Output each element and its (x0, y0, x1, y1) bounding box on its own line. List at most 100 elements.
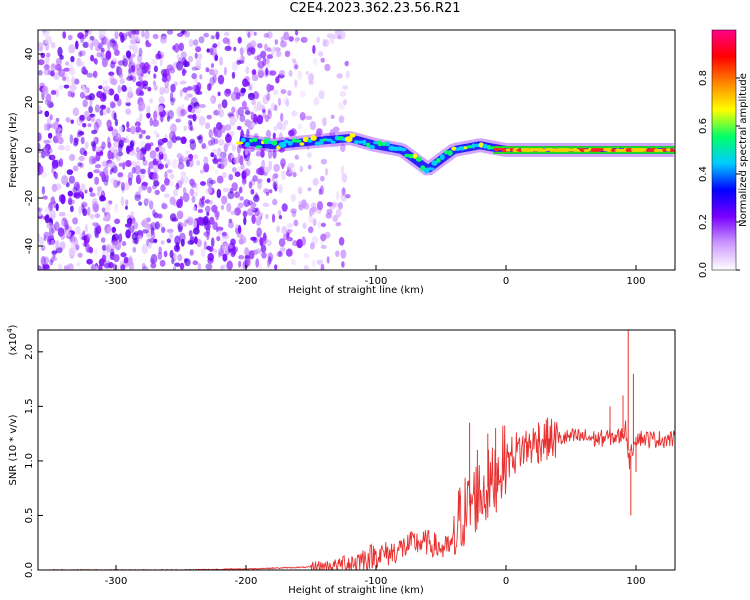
ridge-peak (665, 148, 672, 152)
heatmap-cell (136, 160, 140, 166)
heatmap-cell (342, 85, 349, 90)
heatmap-cell (222, 253, 228, 262)
heatmap-cell (305, 115, 313, 120)
heatmap-cell (290, 208, 297, 214)
heatmap-cell (169, 196, 176, 205)
heatmap-cell (67, 190, 74, 197)
heatmap-cell (79, 50, 86, 57)
heatmap-cell (150, 222, 157, 231)
heatmap-cell (63, 67, 70, 72)
heatmap-cell (152, 80, 157, 87)
heatmap-cell (144, 142, 152, 152)
heatmap-cell (92, 203, 99, 213)
heatmap-cell (176, 61, 184, 71)
heatmap-cell (249, 40, 257, 48)
heatmap-cell (312, 178, 319, 186)
heatmap-cell (78, 131, 85, 136)
heatmap-cell (101, 141, 106, 150)
heatmap-cell (114, 49, 120, 56)
heatmap-cell (72, 236, 77, 242)
heatmap-cell (50, 63, 56, 73)
heatmap-cell (103, 214, 109, 221)
spectrogram-x-ticks: -300 -200 -100 0 100 (105, 265, 646, 287)
heatmap-cell (152, 209, 156, 217)
heatmap-cell (172, 131, 176, 142)
heatmap-cell (161, 226, 166, 233)
heatmap-cell (299, 165, 303, 173)
heatmap-cell (217, 229, 223, 236)
heatmap-cell (312, 57, 318, 66)
heatmap-cell (101, 160, 108, 167)
heatmap-cell (193, 84, 197, 90)
heatmap-cell (146, 105, 151, 114)
heatmap-cell (320, 233, 327, 242)
heatmap-cell (111, 226, 117, 233)
heatmap-cell (144, 198, 150, 204)
heatmap-cell (234, 171, 241, 177)
heatmap-cell (271, 213, 276, 223)
heatmap-cell (338, 101, 346, 111)
heatmap-cell (76, 133, 81, 138)
heatmap-cell (244, 110, 251, 115)
ridge-peak (615, 148, 621, 153)
heatmap-cell (180, 222, 188, 227)
spectrogram-x-label: Height of straight line (km) (288, 285, 424, 296)
heatmap-cell (198, 36, 205, 44)
heatmap-cell (295, 30, 299, 36)
heatmap-cell (233, 46, 237, 52)
heatmap-cell (139, 153, 143, 159)
heatmap-cell (72, 217, 78, 225)
heatmap-cell (344, 194, 351, 199)
heatmap-cell (112, 57, 117, 63)
heatmap-cell (108, 200, 113, 205)
heatmap-cell (68, 175, 75, 184)
heatmap-cell (199, 74, 203, 80)
heatmap-cell (110, 248, 115, 256)
heatmap-cell (102, 108, 107, 116)
heatmap-cell (294, 79, 298, 88)
heatmap-cell (200, 181, 206, 186)
heatmap-cell (41, 171, 48, 178)
heatmap-cell (309, 242, 315, 250)
heatmap-cell (173, 188, 179, 197)
heatmap-cell (141, 129, 146, 135)
heatmap-cell (341, 261, 345, 268)
heatmap-cell (81, 66, 87, 75)
heatmap-cell (252, 175, 258, 182)
heatmap-cell (283, 96, 289, 105)
heatmap-cell (208, 139, 213, 147)
heatmap-cell (74, 139, 79, 146)
heatmap-cell (214, 54, 219, 61)
spectrogram-ridge (235, 131, 675, 176)
heatmap-cell (233, 86, 239, 95)
heatmap-cell (148, 241, 152, 249)
heatmap-cell (192, 39, 199, 46)
heatmap-cell (340, 193, 347, 202)
heatmap-cell (281, 225, 288, 235)
heatmap-cell (288, 70, 293, 77)
heatmap-cell (158, 105, 164, 112)
heatmap-cell (182, 187, 187, 195)
heatmap-cell (103, 85, 111, 91)
x-tick-label: 0 (503, 576, 509, 587)
heatmap-cell (254, 55, 260, 61)
heatmap-cell (155, 147, 160, 152)
heatmap-cell (64, 231, 72, 236)
heatmap-cell (179, 232, 186, 242)
heatmap-cell (268, 256, 272, 265)
heatmap-cell (247, 159, 252, 167)
heatmap-cell (320, 57, 325, 63)
heatmap-cell (50, 42, 56, 49)
heatmap-cell (287, 90, 292, 97)
heatmap-cell (138, 186, 143, 193)
heatmap-cell (62, 76, 67, 81)
heatmap-cell (237, 202, 244, 209)
colorbar-tick-label: 0.8 (698, 70, 709, 86)
heatmap-cell (298, 200, 302, 208)
heatmap-cell (153, 129, 158, 136)
ridge-peak (330, 140, 336, 144)
heatmap-cell (38, 165, 44, 175)
heatmap-cell (302, 36, 308, 43)
y-tick-label: 1.5 (24, 398, 35, 414)
heatmap-cell (138, 201, 143, 206)
